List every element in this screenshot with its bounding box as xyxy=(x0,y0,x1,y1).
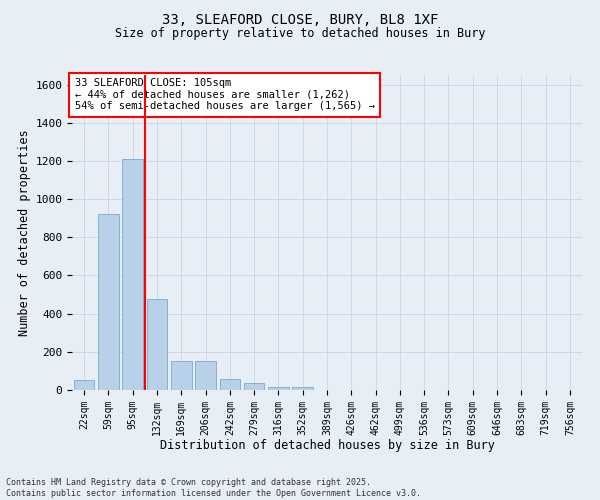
Text: Size of property relative to detached houses in Bury: Size of property relative to detached ho… xyxy=(115,28,485,40)
Bar xyxy=(146,300,167,390)
Bar xyxy=(171,362,191,390)
Bar xyxy=(220,378,240,390)
Bar xyxy=(195,362,216,390)
Y-axis label: Number of detached properties: Number of detached properties xyxy=(18,129,31,336)
Text: 33, SLEAFORD CLOSE, BURY, BL8 1XF: 33, SLEAFORD CLOSE, BURY, BL8 1XF xyxy=(162,12,438,26)
Bar xyxy=(122,159,143,390)
Bar xyxy=(268,387,289,390)
Bar xyxy=(244,384,265,390)
Text: 33 SLEAFORD CLOSE: 105sqm
← 44% of detached houses are smaller (1,262)
54% of se: 33 SLEAFORD CLOSE: 105sqm ← 44% of detac… xyxy=(74,78,374,112)
Bar xyxy=(74,380,94,390)
Text: Contains HM Land Registry data © Crown copyright and database right 2025.
Contai: Contains HM Land Registry data © Crown c… xyxy=(6,478,421,498)
Bar xyxy=(98,214,119,390)
Bar xyxy=(292,387,313,390)
X-axis label: Distribution of detached houses by size in Bury: Distribution of detached houses by size … xyxy=(160,439,494,452)
